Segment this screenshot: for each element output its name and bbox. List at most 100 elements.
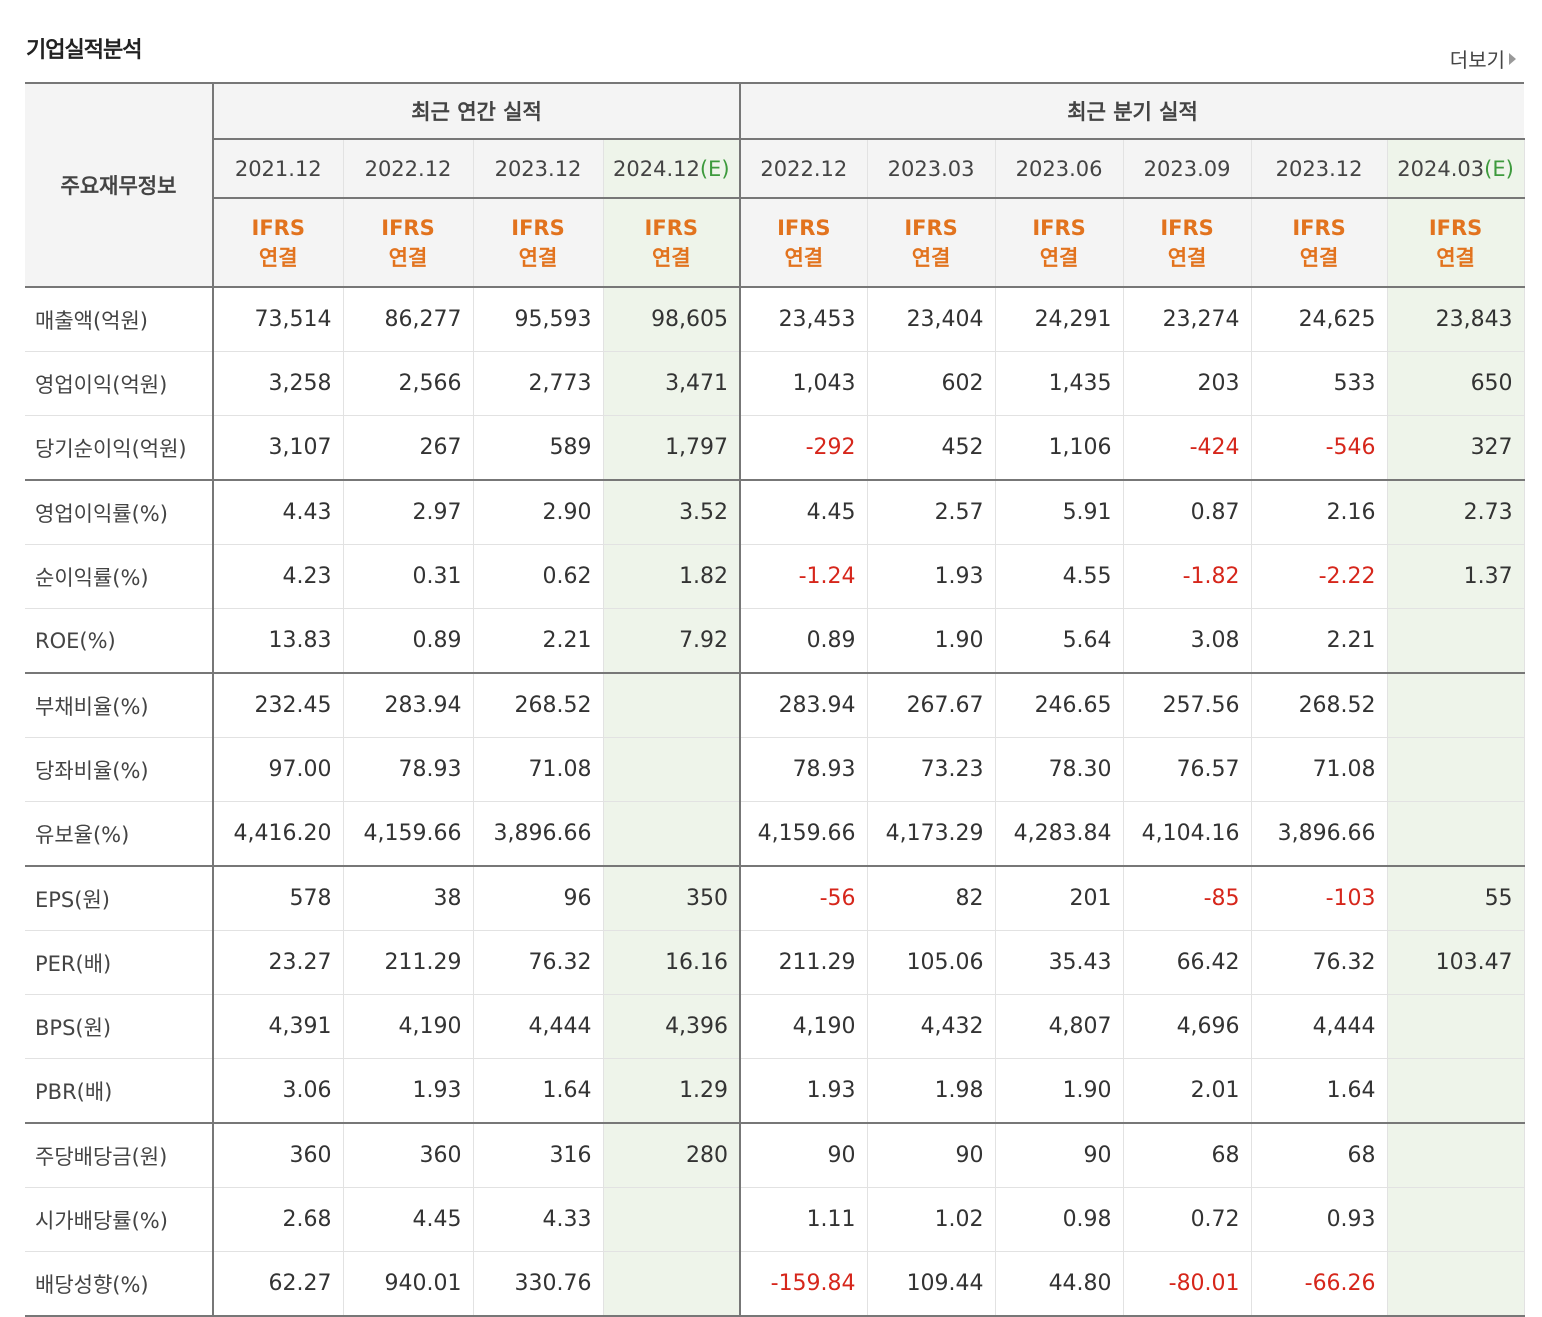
table-row: ROE(%) 13.83 0.89 2.21 7.92 0.89 1.90 5.64 3.08 2… (25, 608, 1525, 674)
consolidated-label: 연결 (1299, 245, 1339, 270)
value-cell: 13.83 (213, 608, 344, 674)
table-row: 시가배당률(%) 2.68 4.45 4.33 1.11 1.02 0.98 0.72 0.93 (25, 1187, 1525, 1252)
value-cell: 86,277 (343, 287, 474, 352)
table-row: 매출액(억원) 73,514 86,277 95,593 98,605 23,453 23,… (25, 287, 1525, 352)
period-label: 2024.12 (613, 156, 700, 181)
row-label: PBR(배) (25, 1058, 214, 1124)
value-cell: -1.82 (1123, 544, 1252, 609)
value-cell: 90 (995, 1123, 1124, 1188)
value-cell: 0.31 (343, 544, 474, 609)
value-cell: 1.64 (1251, 1058, 1388, 1124)
value-cell: 62.27 (213, 1251, 344, 1317)
table-row: 영업이익률(%) 4.43 2.97 2.90 3.52 4.45 2.57 5.91 0.87… (25, 480, 1525, 545)
value-cell: 4,190 (343, 994, 474, 1059)
value-cell: -159.84 (740, 1251, 868, 1317)
value-cell: 4,159.66 (343, 801, 474, 867)
value-cell: 3,896.66 (1251, 801, 1388, 867)
row-label: 유보율(%) (25, 801, 214, 867)
value-cell: 1.98 (867, 1058, 996, 1124)
ifrs-badge: IFRS 연결 (343, 198, 474, 287)
value-cell: -56 (740, 866, 868, 931)
ifrs-badge: IFRS 연결 (473, 198, 604, 287)
value-cell: 1.82 (603, 544, 742, 609)
value-cell: 3.06 (213, 1058, 344, 1124)
ifrs-badge: IFRS 연결 (995, 198, 1124, 287)
value-cell: 1,106 (995, 415, 1124, 481)
value-cell: 4,432 (867, 994, 996, 1059)
value-cell: 2.90 (473, 480, 604, 545)
value-cell: -1.24 (740, 544, 868, 609)
quarter-group-header: 최근 분기 실적 (740, 83, 1525, 140)
row-label: 당좌비율(%) (25, 737, 214, 802)
row-label: 매출액(억원) (25, 287, 214, 352)
value-cell: 267.67 (867, 673, 996, 738)
value-cell: 76.32 (473, 930, 604, 995)
value-cell: 4.45 (343, 1187, 474, 1252)
value-cell: 330.76 (473, 1251, 604, 1317)
value-cell: 1.93 (343, 1058, 474, 1124)
value-cell: 4,104.16 (1123, 801, 1252, 867)
more-label: 더보기 (1449, 48, 1505, 72)
value-cell: 16.16 (603, 930, 742, 995)
value-cell: 24,291 (995, 287, 1124, 352)
value-cell (603, 1251, 742, 1317)
value-cell: 4,416.20 (213, 801, 344, 867)
section-title: 기업실적분석 (26, 38, 142, 63)
value-cell: 5.91 (995, 480, 1124, 545)
value-cell: 0.89 (343, 608, 474, 674)
value-cell: 1.90 (995, 1058, 1124, 1124)
value-cell: 2.21 (473, 608, 604, 674)
estimate-mark: (E) (699, 156, 730, 181)
period-header: 2022.12 (740, 139, 868, 199)
value-cell: 4.23 (213, 544, 344, 609)
chevron-right-icon (1509, 52, 1516, 65)
value-cell (1387, 1123, 1525, 1188)
value-cell: 283.94 (343, 673, 474, 738)
ifrs-badge: IFRS 연결 (603, 198, 742, 287)
value-cell: 78.30 (995, 737, 1124, 802)
value-cell: 4,283.84 (995, 801, 1124, 867)
value-cell: 23.27 (213, 930, 344, 995)
value-cell: -2.22 (1251, 544, 1388, 609)
value-cell: 0.93 (1251, 1187, 1388, 1252)
table-row: PBR(배) 3.06 1.93 1.64 1.29 1.93 1.98 1.90 2.01 1.… (25, 1058, 1525, 1124)
ifrs-label: IFRS (1428, 215, 1483, 240)
value-cell: 103.47 (1387, 930, 1525, 995)
ifrs-label: IFRS (381, 215, 435, 240)
value-cell: 71.08 (1251, 737, 1388, 802)
consolidated-label: 연결 (784, 245, 824, 270)
table-row: 유보율(%) 4,416.20 4,159.66 3,896.66 4,159.66 4,… (25, 801, 1525, 867)
value-cell: 4.55 (995, 544, 1124, 609)
value-cell: 78.93 (740, 737, 868, 802)
consolidated-label: 연결 (1039, 245, 1079, 270)
table-row: BPS(원) 4,391 4,190 4,444 4,396 4,190 4,432 4,80… (25, 994, 1525, 1059)
row-label: 주당배당금(원) (25, 1123, 214, 1188)
value-cell: 23,404 (867, 287, 996, 352)
value-cell (1387, 801, 1525, 867)
value-cell: 246.65 (995, 673, 1124, 738)
value-cell: 940.01 (343, 1251, 474, 1317)
row-label: BPS(원) (25, 994, 214, 1059)
value-cell: 4.33 (473, 1187, 604, 1252)
value-cell: 4,173.29 (867, 801, 996, 867)
period-header: 2021.12 (213, 139, 344, 199)
value-cell: 3,471 (603, 351, 742, 416)
value-cell (1387, 737, 1525, 802)
value-cell: 2.57 (867, 480, 996, 545)
value-cell: 1.02 (867, 1187, 996, 1252)
value-cell: 7.92 (603, 608, 742, 674)
table-row: 부채비율(%) 232.45 283.94 268.52 283.94 267.67 246… (25, 673, 1525, 738)
value-cell: 3.52 (603, 480, 742, 545)
period-header: 2023.06 (995, 139, 1124, 199)
value-cell: 589 (473, 415, 604, 481)
value-cell: 4,391 (213, 994, 344, 1059)
value-cell: 452 (867, 415, 996, 481)
value-cell: 68 (1123, 1123, 1252, 1188)
ifrs-badge: IFRS 연결 (1123, 198, 1252, 287)
period-header: 2022.12 (343, 139, 474, 199)
value-cell: 4,807 (995, 994, 1124, 1059)
value-cell (603, 737, 742, 802)
ifrs-label: IFRS (904, 215, 958, 240)
more-link[interactable]: 더보기 (1450, 44, 1516, 73)
value-cell: 4,444 (473, 994, 604, 1059)
